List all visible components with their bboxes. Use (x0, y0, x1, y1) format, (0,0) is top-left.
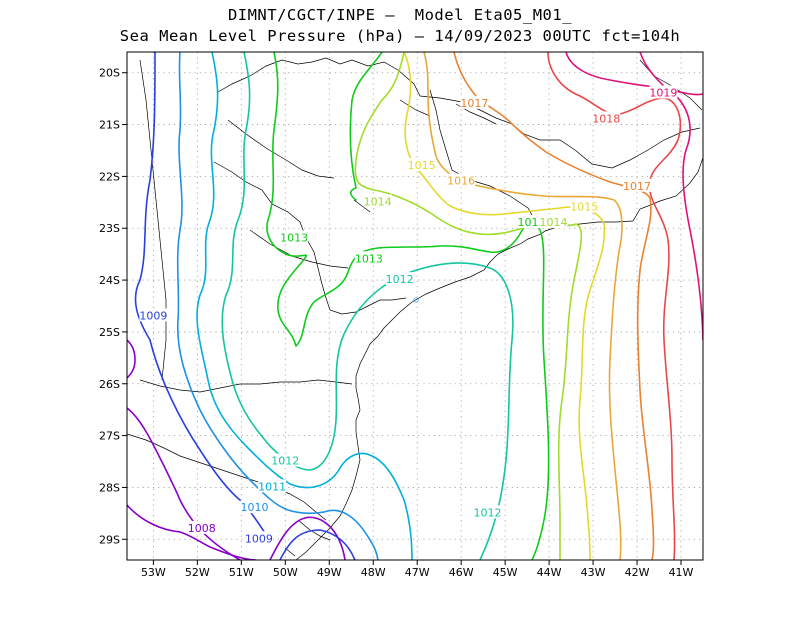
isobar-1010-a (176, 52, 379, 560)
state-border-pr-sc (139, 379, 353, 393)
tick-label-lon: 42W (625, 566, 650, 579)
tick-label-lon: 46W (449, 566, 474, 579)
tick-label-lon: 43W (581, 566, 606, 579)
isobar-1019-a (565, 52, 703, 96)
isobar-label-1008: 1008 (188, 522, 216, 535)
isobar-label-bg (623, 178, 652, 192)
isobar-labels: 1008100910091010101110121012101210131013… (139, 85, 678, 545)
isobar-label-1009: 1009 (245, 532, 273, 545)
coastline (295, 156, 703, 560)
isobar-label-bg (385, 272, 414, 286)
isobar-label-1015: 1015 (408, 159, 436, 172)
tick-label-lat: 22S (99, 170, 120, 183)
isobar-label-1019: 1019 (649, 86, 677, 99)
tick-label-lat: 24S (99, 274, 120, 287)
isobar-label-bg (258, 479, 287, 493)
isobar-label-1014: 1014 (364, 195, 392, 208)
tick-label-lat: 23S (99, 222, 120, 235)
isobar-label-bg (473, 505, 502, 519)
isobar-1015-a (403, 52, 606, 560)
tick-label-lon: 50W (273, 566, 298, 579)
isobar-label-1013: 1013 (280, 232, 308, 245)
isobar-label-1018: 1018 (592, 112, 620, 125)
isobar-label-1016: 1016 (447, 175, 475, 188)
country-border-west (139, 59, 167, 381)
isobar-label-1014: 1014 (540, 216, 568, 229)
tick-label-lon: 52W (185, 566, 210, 579)
isobar-label-1012: 1012 (386, 273, 414, 286)
isobar-label-bg (187, 520, 216, 534)
state-border-mg-es (639, 59, 703, 111)
isobar-label-bg (592, 111, 621, 125)
isobar-label-bg (354, 251, 383, 265)
point-marker (413, 297, 419, 303)
isobar-1008-b (127, 504, 257, 560)
tick-label-lon: 53W (141, 566, 166, 579)
tick-label-lon: 47W (405, 566, 430, 579)
isobar-1017-a (453, 52, 655, 560)
isobar-label-bg (271, 453, 300, 467)
isobar-1012-a (221, 52, 514, 560)
isobar-1008-c (127, 339, 136, 379)
tick-label-lat: 26S (99, 378, 120, 391)
isobar-label-bg (447, 173, 476, 187)
isobar-1018-a (547, 52, 682, 560)
tick-label-lon: 45W (493, 566, 518, 579)
isobar-label-1010: 1010 (241, 501, 269, 514)
isobar-label-bg (539, 215, 568, 229)
tick-label-lat: 20S (99, 67, 120, 80)
isobar-contours (127, 52, 703, 560)
tick-label-lat: 29S (99, 533, 120, 546)
isobar-1009-b (279, 529, 356, 560)
isobar-label-bg (649, 85, 678, 99)
tick-label-lat: 25S (99, 326, 120, 339)
isobar-label-1009: 1009 (139, 309, 167, 322)
coastline-and-borders (127, 57, 703, 560)
tick-label-lon: 44W (537, 566, 562, 579)
map-frame (126, 51, 704, 561)
isobar-label-1012: 1012 (474, 506, 502, 519)
state-border-mg-sp (217, 57, 701, 169)
tick-label-lat: 27S (99, 430, 120, 443)
tick-label-lon: 41W (669, 566, 694, 579)
isobar-1009-a (134, 52, 269, 539)
axis-ticks: 53W 52W 51W 50W 49W 48W 47W 46W 45W 44W 43W 42W 41W 2… (99, 67, 694, 579)
isobar-label-1015: 1015 (570, 201, 598, 214)
isobar-label-1011: 1011 (258, 480, 286, 493)
isobar-label-1017: 1017 (623, 180, 651, 193)
isobar-label-bg (407, 158, 436, 172)
tick-label-lon: 49W (317, 566, 342, 579)
isobar-label-bg (363, 194, 392, 208)
isobar-1011-a (196, 52, 413, 560)
isobar-label-bg (244, 531, 273, 545)
tick-label-lat: 21S (99, 119, 120, 132)
river-network (227, 99, 497, 269)
state-border-sp-pr (213, 161, 407, 315)
isobar-label-bg (517, 215, 546, 229)
isobar-label-bg (139, 308, 168, 322)
tick-label-lon: 51W (229, 566, 254, 579)
isobar-1008-a (127, 407, 241, 560)
map-title-line-2: Sea Mean Level Pressure (hPa) – 14/09/20… (119, 27, 681, 45)
isobar-1013-b (349, 52, 383, 201)
isobar-label-1013: 1013 (518, 216, 546, 229)
isobar-1016-a (423, 52, 623, 560)
isobar-label-1013: 1013 (355, 252, 383, 265)
state-border-sc-rs (127, 433, 327, 521)
tick-label-lon: 48W (361, 566, 386, 579)
isobar-label-bg (240, 500, 269, 514)
isobar-label-bg (460, 95, 489, 109)
isobar-1013-a (266, 52, 550, 560)
tick-label-lat: 28S (99, 481, 120, 494)
isobar-label-1012: 1012 (271, 455, 299, 468)
isobar-label-bg (280, 230, 309, 244)
map-title-line-1: DIMNT/CGCT/INPE – Model Eta05_M01_ (227, 6, 573, 24)
isobar-label-1017: 1017 (460, 97, 488, 110)
isobar-label-bg (570, 199, 599, 213)
